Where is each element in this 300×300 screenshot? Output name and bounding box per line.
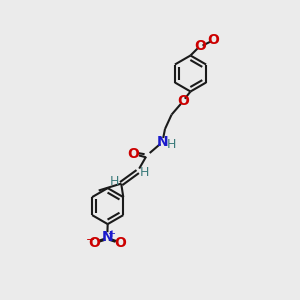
Text: O: O xyxy=(114,236,126,250)
Text: O: O xyxy=(128,147,140,160)
Text: O: O xyxy=(177,94,189,108)
Text: H: H xyxy=(140,166,149,179)
Text: N: N xyxy=(101,230,113,244)
Text: O: O xyxy=(194,39,206,53)
Text: −: − xyxy=(85,235,95,245)
Text: H: H xyxy=(167,138,176,151)
Text: N: N xyxy=(157,135,168,148)
Text: O: O xyxy=(88,236,101,250)
Text: H: H xyxy=(110,175,119,188)
Text: +: + xyxy=(107,229,115,239)
Text: O: O xyxy=(207,34,219,47)
